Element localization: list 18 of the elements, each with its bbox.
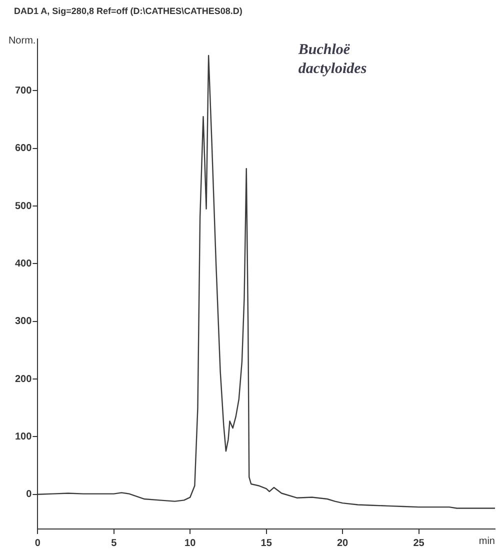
x-tick-label: 10 xyxy=(184,538,196,549)
x-tick-label: 15 xyxy=(260,538,272,549)
chart-title: DAD1 A, Sig=280,8 Ref=off (D:\CATHES\CATHES08.D) xyxy=(14,6,242,16)
x-axis-title: min xyxy=(478,536,495,547)
y-tick-label: 200 xyxy=(14,374,32,385)
y-tick-label: 600 xyxy=(14,143,32,154)
y-tick-label: 0 xyxy=(26,489,32,500)
x-tick-label: 20 xyxy=(337,538,349,549)
x-tick-label: 0 xyxy=(34,538,41,549)
annotation: Buchloë dactyloides xyxy=(297,42,367,78)
y-tick-label: 100 xyxy=(14,431,32,442)
x-tick-label: 5 xyxy=(111,538,118,549)
y-tick-label: 500 xyxy=(14,200,32,212)
y-tick-label: 300 xyxy=(14,316,32,328)
y-tick-label: 400 xyxy=(14,258,32,270)
y-axis-title: Norm. xyxy=(8,36,36,47)
y-tick-label: 700 xyxy=(14,85,32,96)
x-tick-label: 25 xyxy=(413,538,425,549)
